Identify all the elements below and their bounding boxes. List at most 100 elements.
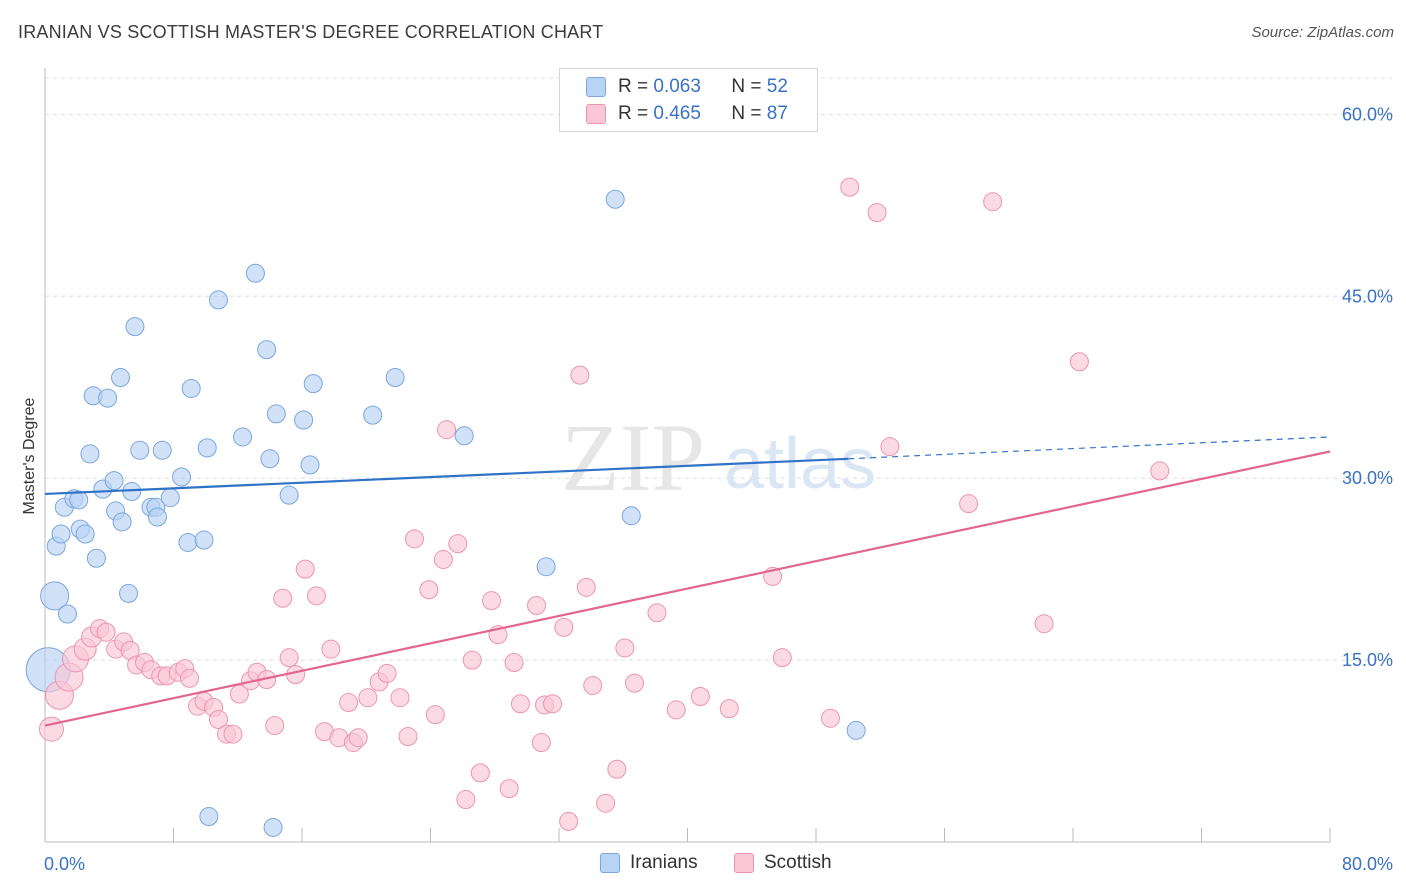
iranians-point: [125, 317, 145, 337]
scottish-point: [286, 665, 306, 685]
iranians-point: [245, 263, 265, 283]
scottish-point: [596, 793, 616, 813]
y-tick-label: 30.0%: [1342, 468, 1393, 488]
scottish-point: [527, 596, 547, 616]
legend-n-label: N =: [731, 103, 767, 124]
x-tick-label: 80.0%: [1342, 854, 1393, 874]
legend-swatch-scottish: [586, 104, 606, 124]
scottish-point: [180, 668, 200, 688]
scottish-point: [348, 728, 368, 748]
iranians-point: [147, 507, 167, 527]
scottish-point: [433, 549, 453, 569]
legend-n-value: 52: [766, 76, 788, 97]
iranians-point: [536, 557, 556, 577]
scottish-point: [624, 673, 644, 693]
axes: [44, 68, 1331, 843]
scottish-point: [570, 365, 590, 385]
scottish-point: [306, 586, 326, 606]
bottom-legend-label-iranians: Iranians: [630, 852, 698, 873]
scottish-point: [1069, 352, 1089, 372]
scottish-point: [358, 688, 378, 708]
iranians-point: [80, 444, 100, 464]
chart-title: IRANIAN VS SCOTTISH MASTER'S DEGREE CORR…: [18, 22, 604, 42]
scottish-point: [390, 688, 410, 708]
y-axis-label: Master's Degree: [21, 397, 38, 514]
scottish-point: [504, 653, 524, 673]
scottish-point: [772, 648, 792, 668]
scottish-point: [666, 700, 686, 720]
iranians-point: [181, 378, 201, 398]
iranians-point: [160, 488, 180, 508]
iranians-point: [846, 720, 866, 740]
scottish-point: [576, 577, 596, 597]
iranians-point: [279, 485, 299, 505]
scottish-point: [559, 811, 579, 831]
iranians-trend-line: [44, 457, 849, 496]
scottish-point: [615, 638, 635, 658]
scottish-point: [208, 710, 228, 730]
iranians-point: [294, 410, 314, 430]
x-tick-label: 0.0%: [44, 854, 85, 874]
scottish-point: [377, 663, 397, 683]
iranians-point: [119, 583, 139, 603]
scottish-trend-line: [44, 450, 1331, 727]
scottish-point: [321, 639, 341, 659]
iranians-point: [621, 506, 641, 526]
iranians-point: [86, 548, 106, 568]
scottish-point: [437, 420, 457, 440]
iranians-point: [257, 340, 277, 360]
legend-row-iranians: R = 0.063 N = 52: [586, 75, 788, 99]
iranians-point: [208, 290, 228, 310]
iranians-point: [454, 426, 474, 446]
y-tick-label: 45.0%: [1342, 286, 1393, 306]
iranians-trend-extension: [848, 436, 1331, 460]
legend-r-label: R =: [618, 76, 654, 97]
scottish-point: [38, 716, 64, 742]
scottish-point: [404, 529, 424, 549]
scottish-point: [554, 617, 574, 637]
iranians-point: [199, 807, 219, 827]
iranians-point: [130, 440, 150, 460]
y-tick-label: 60.0%: [1342, 104, 1393, 124]
iranians-point: [57, 604, 77, 624]
scottish-point: [419, 580, 439, 600]
scottish-point: [482, 591, 502, 611]
scottish-point: [880, 437, 900, 457]
iranians-point: [104, 471, 124, 491]
iranians-point: [605, 189, 625, 209]
iranians-point: [178, 532, 198, 552]
legend-swatch-iranians: [586, 77, 606, 97]
iranians-point: [385, 368, 405, 388]
legend-row-scottish: R = 0.465 N = 87: [586, 102, 788, 126]
scottish-point: [499, 779, 519, 799]
scottish-point: [719, 699, 739, 719]
scottish-point: [96, 622, 116, 642]
scottish-point: [265, 716, 285, 736]
legend-n-value: 87: [766, 103, 788, 124]
scottish-point: [531, 733, 551, 753]
scottish-point: [425, 705, 445, 725]
iranians-point: [69, 490, 89, 510]
legend-r-value: 0.063: [653, 76, 701, 97]
watermark: ZIP atlas: [561, 404, 876, 511]
scottish-point: [543, 694, 563, 714]
iranians-point: [75, 524, 95, 544]
scottish-point: [647, 603, 667, 623]
scottish-point: [398, 726, 418, 746]
scottish-point: [690, 686, 710, 706]
iranians-point: [98, 388, 118, 408]
iranians-point: [266, 404, 286, 424]
tick-labels: 15.0% 30.0% 45.0% 60.0% 0.0% 80.0%: [44, 104, 1393, 874]
legend-r-label: R =: [618, 103, 654, 124]
scottish-point: [959, 494, 979, 514]
scottish-point: [448, 534, 468, 554]
scottish-point: [607, 759, 627, 779]
bottom-legend-scottish: Scottish: [734, 852, 832, 874]
bottom-legend-iranians: Iranians: [600, 852, 698, 874]
scottish-point: [273, 588, 293, 608]
iranians-point: [112, 512, 132, 532]
scottish-point: [339, 693, 359, 713]
iranians-point: [363, 405, 383, 425]
y-tick-label: 15.0%: [1342, 650, 1393, 670]
